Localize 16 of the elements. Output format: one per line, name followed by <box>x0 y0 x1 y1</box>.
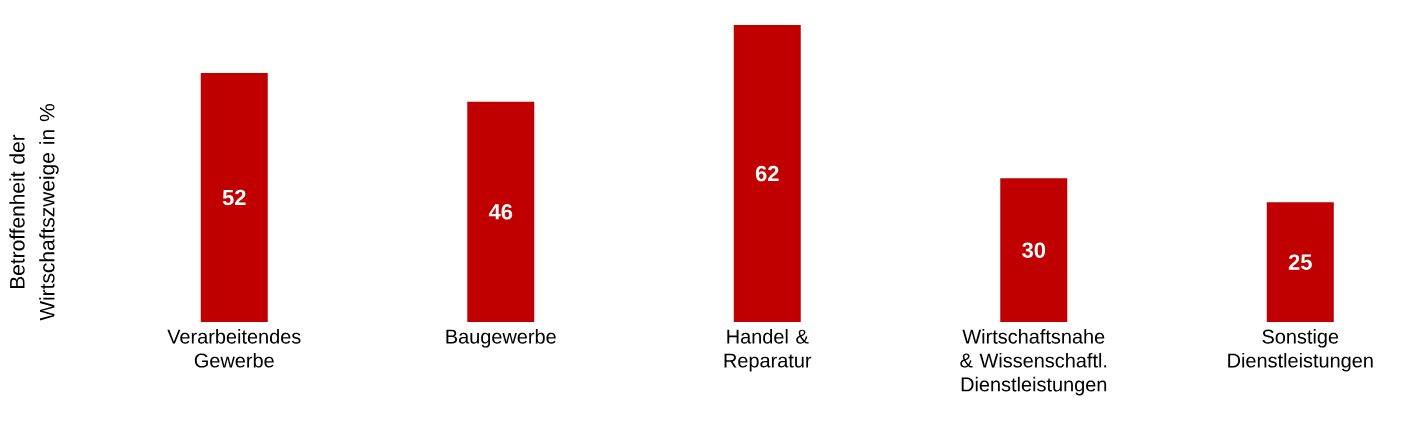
data-label: 62 <box>755 165 779 182</box>
data-label: 25 <box>1288 254 1312 270</box>
data-label: 46 <box>488 204 513 220</box>
x-tick-label: Sonstige Dienstleistungen <box>1228 329 1373 372</box>
x-tick-label: Baugewerbe <box>446 329 556 348</box>
bar <box>200 72 268 322</box>
y-axis-title: Betroffenheit der Wirtschaftszweige in % <box>9 104 59 321</box>
data-label: 30 <box>1022 242 1046 258</box>
x-tick-label: Wirtschaftsnahe & Wissenschaftl. Dienstleistungen <box>960 329 1107 396</box>
x-tick-label: Handel & Reparatur <box>724 329 812 372</box>
bar <box>1000 178 1068 322</box>
bar <box>467 101 535 322</box>
x-tick-label: Verarbeitendes Gewerbe <box>167 329 301 368</box>
data-label: 52 <box>222 189 246 206</box>
bar <box>733 25 801 322</box>
bar <box>1266 202 1334 322</box>
